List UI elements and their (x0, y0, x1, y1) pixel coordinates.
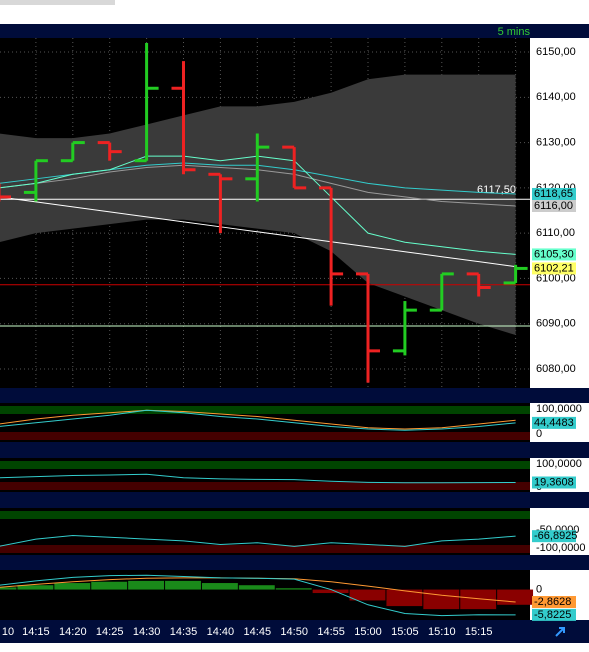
histogram-bar (17, 585, 54, 590)
histogram-bar (275, 588, 312, 590)
histogram-bar (54, 583, 91, 590)
value-label: 19,3608 (534, 476, 574, 488)
x-tick-label: 14:15 (22, 626, 50, 638)
icon[interactable] (555, 627, 565, 637)
value-label-bg (532, 187, 576, 200)
histogram-bar (91, 581, 128, 590)
value-label-bg (532, 248, 576, 261)
value-label-bg (532, 530, 576, 543)
zone-high (0, 461, 530, 469)
value-label: 6116,00 (534, 200, 573, 212)
value-label-bg (532, 476, 576, 489)
y-tick-label: 6140,00 (536, 91, 576, 103)
y-tick-label: 6150,00 (536, 46, 576, 58)
bottom-strip (0, 643, 589, 647)
line (0, 409, 516, 430)
histogram-bar (0, 587, 17, 590)
x-tick-label: 14:50 (280, 626, 308, 638)
line (0, 473, 516, 484)
value-label: -66,8925 (534, 530, 577, 542)
value-label-bg (532, 199, 576, 212)
x-tick-label: 15:00 (354, 626, 382, 638)
y-tick-label: 100,0000 (536, 403, 582, 415)
x-tick-label: 14:55 (317, 626, 345, 638)
value-label: 6118,65 (534, 188, 573, 200)
value-label: 6102,21 (534, 262, 574, 274)
x-tick-label: 14:20 (59, 626, 87, 638)
x-tick-label: 14:45 (244, 626, 272, 638)
x-tick-label: 14:35 (170, 626, 198, 638)
y-tick-label: 100,0000 (536, 458, 582, 470)
zone-high (0, 406, 530, 414)
x-tick-label: 14:30 (133, 626, 161, 638)
interval: 5 mins (498, 26, 531, 38)
line (0, 574, 516, 617)
x-tick-label: 15:10 (428, 626, 456, 638)
value-label: -5,8225 (534, 609, 571, 621)
y-tick-label: 6130,00 (536, 136, 576, 148)
histogram-bar (312, 589, 349, 594)
y-tick-label: 0 (536, 583, 542, 595)
zone-low (0, 482, 530, 490)
histogram-bar (238, 585, 275, 590)
value-label-bg (532, 416, 576, 429)
h-line-label: 6117,50 (477, 184, 516, 196)
line (0, 409, 516, 431)
value-label: -2,8628 (534, 596, 571, 608)
x-tick-label: 10 (2, 626, 14, 638)
histogram-bar (460, 589, 497, 610)
y-tick-label: 0 (536, 428, 542, 440)
zone-high (0, 511, 530, 519)
histogram-bar (386, 589, 423, 607)
band (0, 74, 516, 336)
y-tick-label: 6100,00 (536, 272, 576, 284)
x-tick-label: 14:25 (96, 626, 124, 638)
histogram-bar (423, 589, 460, 610)
zone-low (0, 432, 530, 440)
value-label: 6105,30 (534, 248, 574, 260)
value-label-bg (532, 596, 576, 609)
histogram-bar (165, 580, 201, 590)
x-tick-label: 15:15 (465, 626, 493, 638)
value-label-bg (532, 608, 576, 621)
y-tick-label: 6090,00 (536, 318, 576, 330)
histogram-bar (497, 589, 534, 605)
y-tick-label: 6080,00 (536, 363, 576, 375)
line (0, 196, 516, 268)
line (0, 534, 516, 547)
y-tick-label: -100,0000 (536, 542, 586, 554)
x-tick-label: 14:40 (207, 626, 235, 638)
histogram-bar (201, 583, 238, 590)
histogram-bar (128, 580, 165, 590)
tab (0, 0, 115, 5)
value-label-bg (532, 262, 576, 275)
zone-low (0, 545, 530, 553)
axis-bg (530, 38, 589, 388)
y-tick-label: 6110,00 (536, 227, 575, 239)
histogram-bar (349, 589, 386, 601)
value-label: 44,4483 (534, 417, 574, 429)
x-tick-label: 15:05 (391, 626, 419, 638)
